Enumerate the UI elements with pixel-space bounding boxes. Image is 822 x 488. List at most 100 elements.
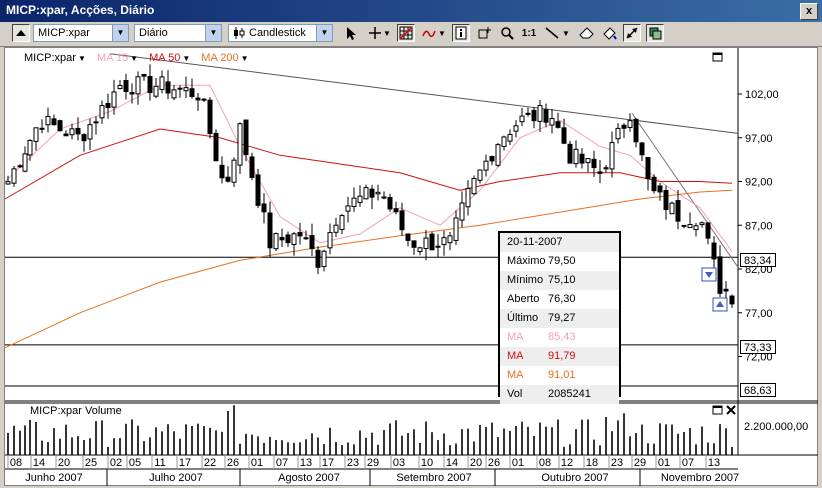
chevron-down-icon[interactable]: ▼ xyxy=(112,25,128,41)
chevron-down-icon[interactable]: ▼ xyxy=(383,28,391,38)
date-tick: 07 xyxy=(276,457,288,469)
chevron-down-icon[interactable]: ▼ xyxy=(130,54,139,63)
candle-body xyxy=(189,88,195,97)
chevron-down-icon[interactable]: ▼ xyxy=(77,54,86,63)
chart-type-combo[interactable]: Candlestick ▼ xyxy=(228,24,333,42)
candle-body xyxy=(87,124,93,140)
sell-signal-icon[interactable] xyxy=(701,267,717,282)
candle-body xyxy=(699,222,705,226)
candle-body xyxy=(423,237,429,250)
candle-body xyxy=(297,232,303,237)
candle-body xyxy=(111,91,117,108)
candle-body xyxy=(399,210,405,231)
candle-body xyxy=(219,164,225,179)
candle-body xyxy=(597,171,603,174)
tooltip-value: 75,10 xyxy=(548,274,576,286)
info-icon[interactable] xyxy=(452,24,470,42)
tooltip-row: MA 91,79 xyxy=(500,347,619,366)
candle-body xyxy=(11,168,17,184)
tooltip-value: 2085241 xyxy=(548,388,591,400)
tooltip-value: 76,30 xyxy=(548,293,576,305)
date-tick: 14 xyxy=(446,457,458,469)
candle-body xyxy=(165,81,171,94)
chevron-down-icon[interactable]: ▼ xyxy=(182,54,191,63)
month-label: Outubro 2007 xyxy=(541,472,608,484)
date-tick: 11 xyxy=(154,457,165,469)
date-tick: 08 xyxy=(539,457,551,469)
candle-body xyxy=(567,143,573,164)
price-label: 97,00 xyxy=(745,133,773,145)
grid-icon[interactable] xyxy=(397,24,415,42)
trendline-icon[interactable] xyxy=(543,24,561,42)
data-tooltip: 20-11-2007 Máximo 79,50 Mínimo 75,10 Abert… xyxy=(498,231,621,404)
candle-body xyxy=(519,115,525,123)
pointer-icon[interactable] xyxy=(342,24,360,42)
candle-body xyxy=(195,97,201,101)
candle-body xyxy=(621,124,627,129)
symbol-value: MICP:xpar xyxy=(38,27,90,39)
tooltip-value: 79,50 xyxy=(548,255,576,267)
draw-arrow-icon[interactable] xyxy=(623,24,641,42)
candle-body xyxy=(129,92,135,95)
candle-body xyxy=(615,127,621,140)
candle-body xyxy=(117,84,123,90)
candle-body xyxy=(153,85,159,97)
zoom-area-icon[interactable] xyxy=(476,24,494,42)
crosshair-icon[interactable] xyxy=(366,24,384,42)
close-icon[interactable]: x xyxy=(800,3,818,20)
candle-body xyxy=(555,121,561,128)
chevron-down-icon[interactable]: ▼ xyxy=(205,25,221,41)
candle-body xyxy=(543,109,549,123)
eraser-icon[interactable] xyxy=(578,24,596,42)
tooltip-row: MA 85,43 xyxy=(500,328,619,347)
paint-icon[interactable] xyxy=(601,24,619,42)
chevron-down-icon[interactable]: ▼ xyxy=(562,28,570,38)
candle-body xyxy=(579,153,585,164)
candle-body xyxy=(537,105,543,122)
candle-body xyxy=(93,121,99,124)
month-label: Agosto 2007 xyxy=(278,472,340,484)
candle-body xyxy=(159,76,165,90)
price-label: 77,00 xyxy=(745,308,773,320)
candle-body xyxy=(255,174,261,206)
candle-body xyxy=(17,165,23,168)
date-tick: 01 xyxy=(658,457,670,469)
candle-body xyxy=(477,169,483,181)
candle-body xyxy=(447,235,453,244)
candle-body xyxy=(291,233,297,245)
tooltip-value: 91,79 xyxy=(548,350,576,362)
tooltip-row: MA 91,01 xyxy=(500,366,619,385)
tooltip-row: Aberto 76,30 xyxy=(500,290,619,309)
chevron-down-icon[interactable]: ▼ xyxy=(316,25,332,41)
candle-body xyxy=(585,158,591,164)
tooltip-value: 91,01 xyxy=(548,369,576,381)
candle-body xyxy=(363,187,369,200)
month-label: Junho 2007 xyxy=(25,472,83,484)
candle-body xyxy=(22,153,28,172)
candle-body xyxy=(27,139,33,156)
indicator-icon[interactable] xyxy=(421,24,439,42)
collapse-up-icon[interactable] xyxy=(12,24,30,42)
close-volume-icon[interactable] xyxy=(726,405,736,415)
candle-body xyxy=(609,142,615,170)
candle-body xyxy=(453,217,459,241)
date-tick: 25 xyxy=(85,457,97,469)
candle-body xyxy=(273,233,279,250)
candle-body xyxy=(81,134,87,142)
chevron-down-icon[interactable]: ▼ xyxy=(438,28,446,38)
candle-body xyxy=(669,202,675,215)
chevron-down-icon[interactable]: ▼ xyxy=(240,54,249,63)
zoom-icon[interactable] xyxy=(498,24,516,42)
zoom-reset-button[interactable]: 1:1 xyxy=(521,27,537,39)
period-combo[interactable]: Diário ▼ xyxy=(134,24,222,42)
month-label: Setembro 2007 xyxy=(396,472,471,484)
symbol-combo[interactable]: MICP:xpar ▼ xyxy=(33,24,129,42)
layers-icon[interactable] xyxy=(646,24,664,42)
date-tick: 10 xyxy=(421,457,433,469)
candle-body xyxy=(33,127,39,142)
buy-signal-icon[interactable] xyxy=(712,297,728,312)
candle-body xyxy=(135,76,141,95)
candle-body xyxy=(243,119,249,156)
candle-body xyxy=(489,156,495,162)
